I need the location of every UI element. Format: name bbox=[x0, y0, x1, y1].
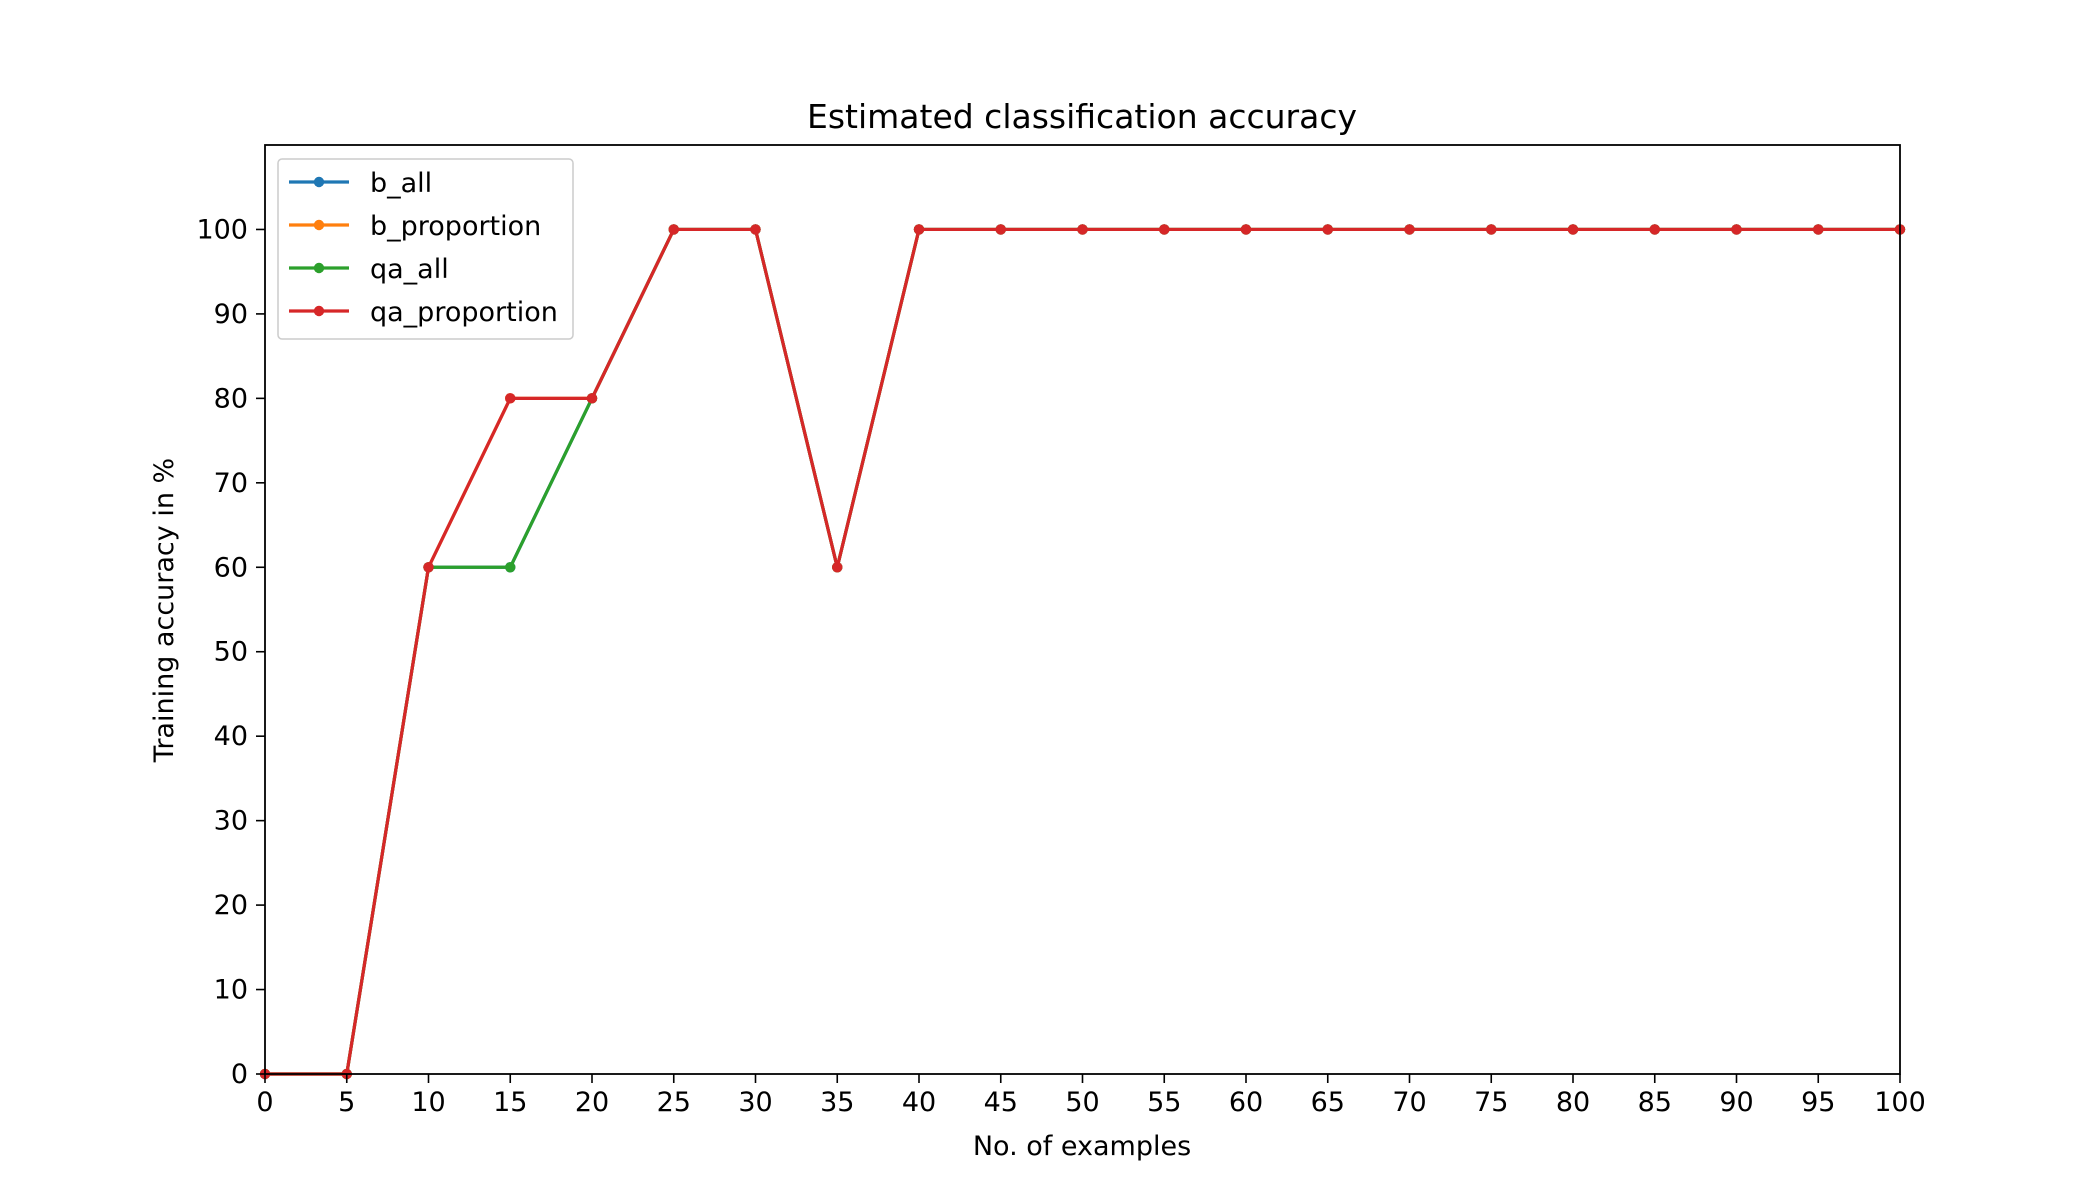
y-tick-label: 20 bbox=[214, 890, 248, 921]
y-tick-label: 30 bbox=[214, 806, 248, 837]
legend-label-b_all: b_all bbox=[370, 168, 432, 199]
data-point-qa_proportion-65 bbox=[1322, 224, 1333, 235]
data-point-qa_proportion-45 bbox=[995, 224, 1006, 235]
legend-item-b_all: b_all bbox=[289, 168, 432, 199]
y-tick-label: 70 bbox=[214, 468, 248, 499]
x-tick-label: 50 bbox=[1065, 1087, 1099, 1118]
legend-marker-qa_all bbox=[313, 262, 325, 274]
x-tick-label: 70 bbox=[1392, 1087, 1426, 1118]
y-tick-label: 60 bbox=[214, 552, 248, 583]
legend-label-qa_all: qa_all bbox=[370, 254, 449, 285]
x-tick-label: 100 bbox=[1874, 1087, 1926, 1118]
y-tick-label: 100 bbox=[196, 214, 248, 245]
data-point-qa_all-15 bbox=[505, 562, 516, 573]
legend-marker-b_all bbox=[313, 176, 325, 188]
legend-marker-b_proportion bbox=[313, 219, 325, 231]
y-tick-label: 50 bbox=[214, 637, 248, 668]
data-point-qa_proportion-75 bbox=[1486, 224, 1497, 235]
legend-marker-qa_proportion bbox=[313, 305, 325, 317]
y-tick-label: 10 bbox=[214, 975, 248, 1006]
y-axis-label: Training accuracy in % bbox=[149, 458, 180, 763]
x-tick-label: 5 bbox=[338, 1087, 355, 1118]
legend-label-qa_proportion: qa_proportion bbox=[370, 297, 558, 328]
data-point-qa_proportion-35 bbox=[832, 562, 843, 573]
series-qa_proportion bbox=[259, 224, 1906, 1080]
x-tick-label: 0 bbox=[256, 1087, 273, 1118]
data-point-qa_proportion-40 bbox=[913, 224, 925, 235]
legend-item-b_proportion: b_proportion bbox=[289, 211, 541, 242]
data-point-qa_proportion-10 bbox=[423, 562, 434, 573]
x-tick-label: 45 bbox=[984, 1087, 1018, 1118]
y-tick-label: 80 bbox=[214, 383, 248, 414]
x-tick-label: 65 bbox=[1311, 1087, 1345, 1118]
legend-items: b_all b_proportion qa_all qa_proportion bbox=[289, 168, 558, 328]
x-axis-label: No. of examples bbox=[973, 1131, 1191, 1162]
x-axis: 0 5 10 15 20 25 30 35 40 45 50 55 60 65 70 75 80 85 90 95 10… bbox=[256, 1074, 1926, 1118]
x-tick-label: 95 bbox=[1801, 1087, 1835, 1118]
x-tick-label: 15 bbox=[493, 1087, 527, 1118]
data-point-qa_proportion-50 bbox=[1077, 224, 1088, 235]
data-point-qa_proportion-70 bbox=[1404, 224, 1415, 235]
data-point-qa_proportion-60 bbox=[1240, 224, 1252, 235]
legend-label-b_proportion: b_proportion bbox=[370, 211, 541, 242]
data-point-qa_proportion-55 bbox=[1159, 224, 1170, 235]
data-point-qa_proportion-85 bbox=[1649, 224, 1660, 235]
data-point-qa_proportion-20 bbox=[586, 393, 598, 404]
x-tick-label: 85 bbox=[1638, 1087, 1672, 1118]
x-tick-label: 30 bbox=[738, 1087, 772, 1118]
data-point-qa_proportion-30 bbox=[750, 224, 761, 235]
x-tick-label: 40 bbox=[902, 1087, 936, 1118]
x-tick-label: 75 bbox=[1474, 1087, 1508, 1118]
x-tick-label: 60 bbox=[1229, 1087, 1263, 1118]
y-tick-label: 90 bbox=[214, 299, 248, 330]
data-point-qa_proportion-25 bbox=[668, 224, 679, 235]
x-tick-label: 80 bbox=[1556, 1087, 1590, 1118]
x-tick-label: 25 bbox=[657, 1087, 691, 1118]
data-point-qa_proportion-90 bbox=[1731, 224, 1742, 235]
chart-title: Estimated classification accuracy bbox=[807, 97, 1357, 136]
x-tick-label: 20 bbox=[575, 1087, 609, 1118]
y-tick-label: 0 bbox=[231, 1059, 248, 1090]
data-point-qa_proportion-15 bbox=[505, 393, 516, 404]
legend-box bbox=[277, 158, 574, 340]
data-point-qa_proportion-95 bbox=[1813, 224, 1824, 235]
legend: b_all b_proportion qa_all qa_proportion bbox=[277, 158, 574, 340]
x-tick-label: 55 bbox=[1147, 1087, 1181, 1118]
y-axis: 0 10 20 30 40 50 60 70 80 90 100 bbox=[196, 214, 265, 1090]
x-tick-label: 10 bbox=[411, 1087, 445, 1118]
data-point-qa_proportion-80 bbox=[1567, 224, 1579, 235]
x-tick-label: 35 bbox=[820, 1087, 854, 1118]
x-tick-label: 90 bbox=[1719, 1087, 1753, 1118]
legend-item-qa_proportion: qa_proportion bbox=[289, 297, 558, 328]
legend-item-qa_all: qa_all bbox=[289, 254, 449, 285]
y-tick-label: 40 bbox=[214, 721, 248, 752]
series-layer bbox=[259, 224, 1906, 1080]
